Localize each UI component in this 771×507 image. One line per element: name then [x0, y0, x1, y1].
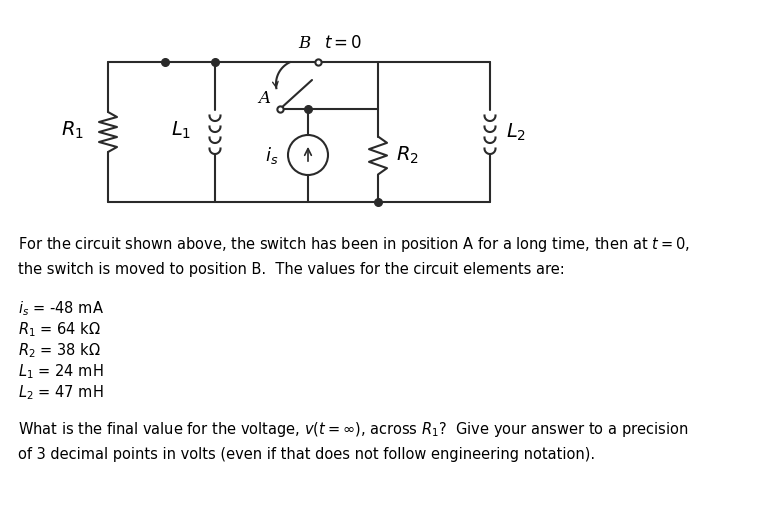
- Text: $t=0$: $t=0$: [324, 34, 362, 52]
- Text: $L_2$ = 47 mH: $L_2$ = 47 mH: [18, 383, 103, 402]
- Text: For the circuit shown above, the switch has been in position A for a long time, : For the circuit shown above, the switch …: [18, 235, 690, 277]
- Text: $L_1$ = 24 mH: $L_1$ = 24 mH: [18, 362, 103, 381]
- Text: $R_1$: $R_1$: [61, 119, 84, 140]
- Text: B: B: [298, 35, 310, 52]
- Text: What is the final value for the voltage, $v(t = \infty)$, across $R_1$?  Give yo: What is the final value for the voltage,…: [18, 420, 689, 462]
- Text: $i_s$ = -48 mA: $i_s$ = -48 mA: [18, 299, 104, 318]
- Text: $R_2$ = 38 kΩ: $R_2$ = 38 kΩ: [18, 341, 101, 359]
- Text: $L_1$: $L_1$: [170, 119, 191, 140]
- Text: A: A: [258, 90, 270, 107]
- Text: $i_s$: $i_s$: [264, 144, 278, 165]
- Text: $R_1$ = 64 kΩ: $R_1$ = 64 kΩ: [18, 320, 101, 339]
- Text: $L_2$: $L_2$: [506, 121, 526, 142]
- Text: $R_2$: $R_2$: [396, 145, 419, 166]
